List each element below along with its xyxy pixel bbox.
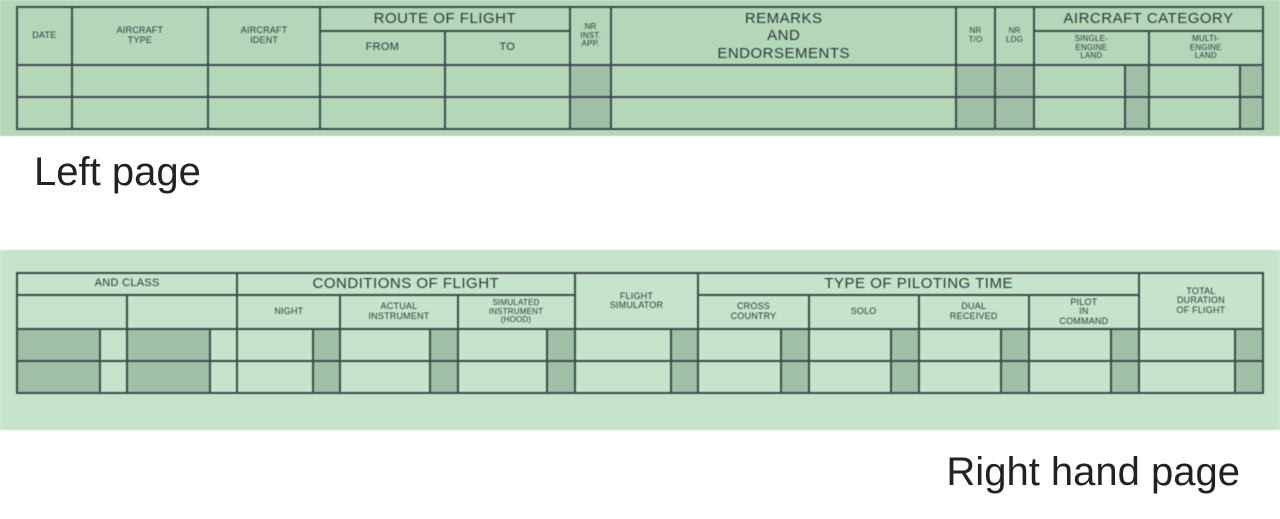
col-cross-country: CROSSCOUNTRY — [698, 295, 808, 329]
logbook-left-table: DATE AIRCRAFTTYPE AIRCRAFTIDENT ROUTE OF… — [16, 6, 1264, 130]
col-remarks: REMARKSANDENDORSEMENTS — [611, 7, 956, 65]
col-from: FROM — [320, 31, 445, 65]
col-total-duration: TOTALDURATIONOF FLIGHT — [1139, 273, 1263, 329]
table-row — [17, 65, 1263, 97]
col-and-class: AND CLASS — [17, 273, 237, 295]
table-row — [17, 329, 1263, 361]
col-actual-instrument: ACTUALINSTRUMENT — [340, 295, 457, 329]
right-page-label: Right hand page — [946, 450, 1240, 495]
col-dual-received: DUALRECEIVED — [919, 295, 1029, 329]
col-conditions-of-flight: CONDITIONS OF FLIGHT — [237, 273, 574, 295]
col-single-engine-land: SINGLE-ENGINELAND — [1034, 31, 1148, 65]
col-date: DATE — [17, 7, 72, 65]
col-nr-ldg: NRLDG — [995, 7, 1034, 65]
col-and-class-b — [127, 295, 237, 329]
col-aircraft-type: AIRCRAFTTYPE — [72, 7, 209, 65]
col-aircraft-category: AIRCRAFT CATEGORY — [1034, 7, 1263, 31]
col-solo: SOLO — [809, 295, 919, 329]
col-to: TO — [445, 31, 570, 65]
col-multi-engine-land: MULTI-ENGINELAND — [1149, 31, 1263, 65]
table-row — [17, 97, 1263, 129]
col-night: NIGHT — [237, 295, 340, 329]
left-page-paper: DATE AIRCRAFTTYPE AIRCRAFTIDENT ROUTE OF… — [0, 0, 1280, 136]
col-nr-to: NRT/O — [956, 7, 995, 65]
left-page-scan: DATE AIRCRAFTTYPE AIRCRAFTIDENT ROUTE OF… — [0, 0, 1280, 136]
col-pilot-in-command: PILOTINCOMMAND — [1029, 295, 1139, 329]
right-page-scan: AND CLASS CONDITIONS OF FLIGHT FLIGHTSIM… — [0, 250, 1280, 430]
left-page-label: Left page — [34, 150, 201, 195]
table-row — [17, 361, 1263, 393]
col-and-class-a — [17, 295, 127, 329]
col-simulated-instrument: SIMULATEDINSTRUMENT(HOOD) — [458, 295, 575, 329]
col-flight-simulator: FLIGHTSIMULATOR — [575, 273, 699, 329]
col-type-of-piloting-time: TYPE OF PILOTING TIME — [698, 273, 1139, 295]
col-route-of-flight: ROUTE OF FLIGHT — [320, 7, 570, 31]
col-aircraft-ident: AIRCRAFTIDENT — [208, 7, 320, 65]
col-nr-inst-app: NRINST.APP. — [570, 7, 612, 65]
logbook-right-table: AND CLASS CONDITIONS OF FLIGHT FLIGHTSIM… — [16, 272, 1264, 394]
right-page-paper: AND CLASS CONDITIONS OF FLIGHT FLIGHTSIM… — [0, 250, 1280, 430]
